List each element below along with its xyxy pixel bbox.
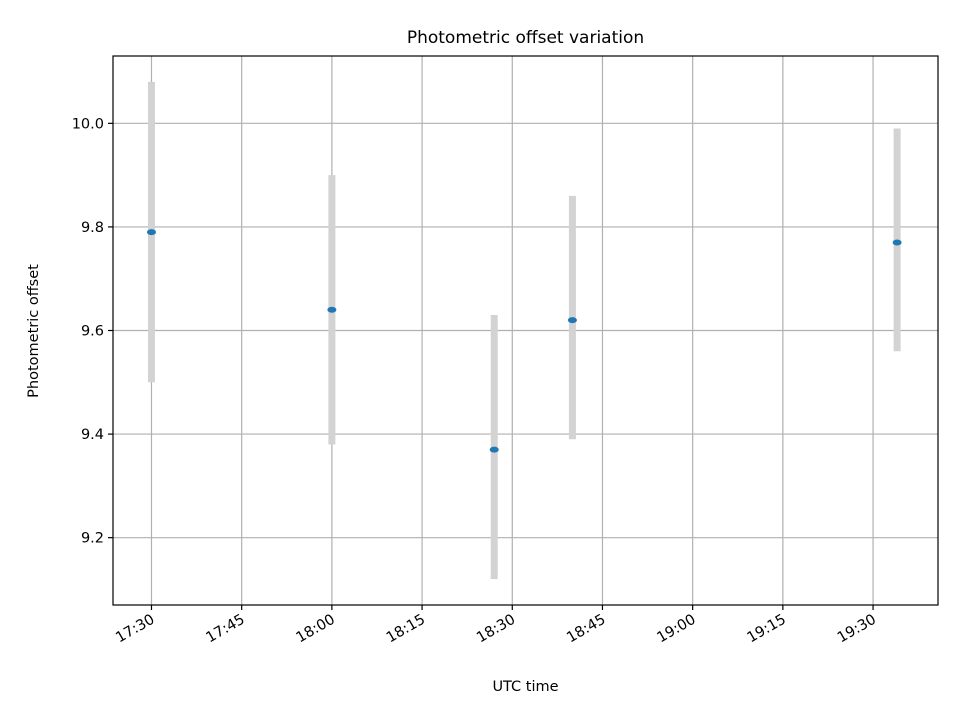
data-point [567,317,577,324]
y-tick-label: 9.6 [81,324,104,340]
data-point [892,239,902,246]
data-point [327,306,337,313]
x-axis-label: UTC time [492,679,558,695]
data-point [146,229,156,236]
y-tick-label: 9.4 [81,427,104,443]
y-axis-label: Photometric offset [26,264,42,398]
y-tick-label: 9.2 [81,531,104,547]
data-point [489,446,499,453]
data-points [146,229,902,453]
grid [113,56,938,605]
y-tick-label: 9.8 [81,220,104,236]
y-tick-label: 10.0 [72,116,104,132]
chart-title: Photometric offset variation [407,28,644,48]
